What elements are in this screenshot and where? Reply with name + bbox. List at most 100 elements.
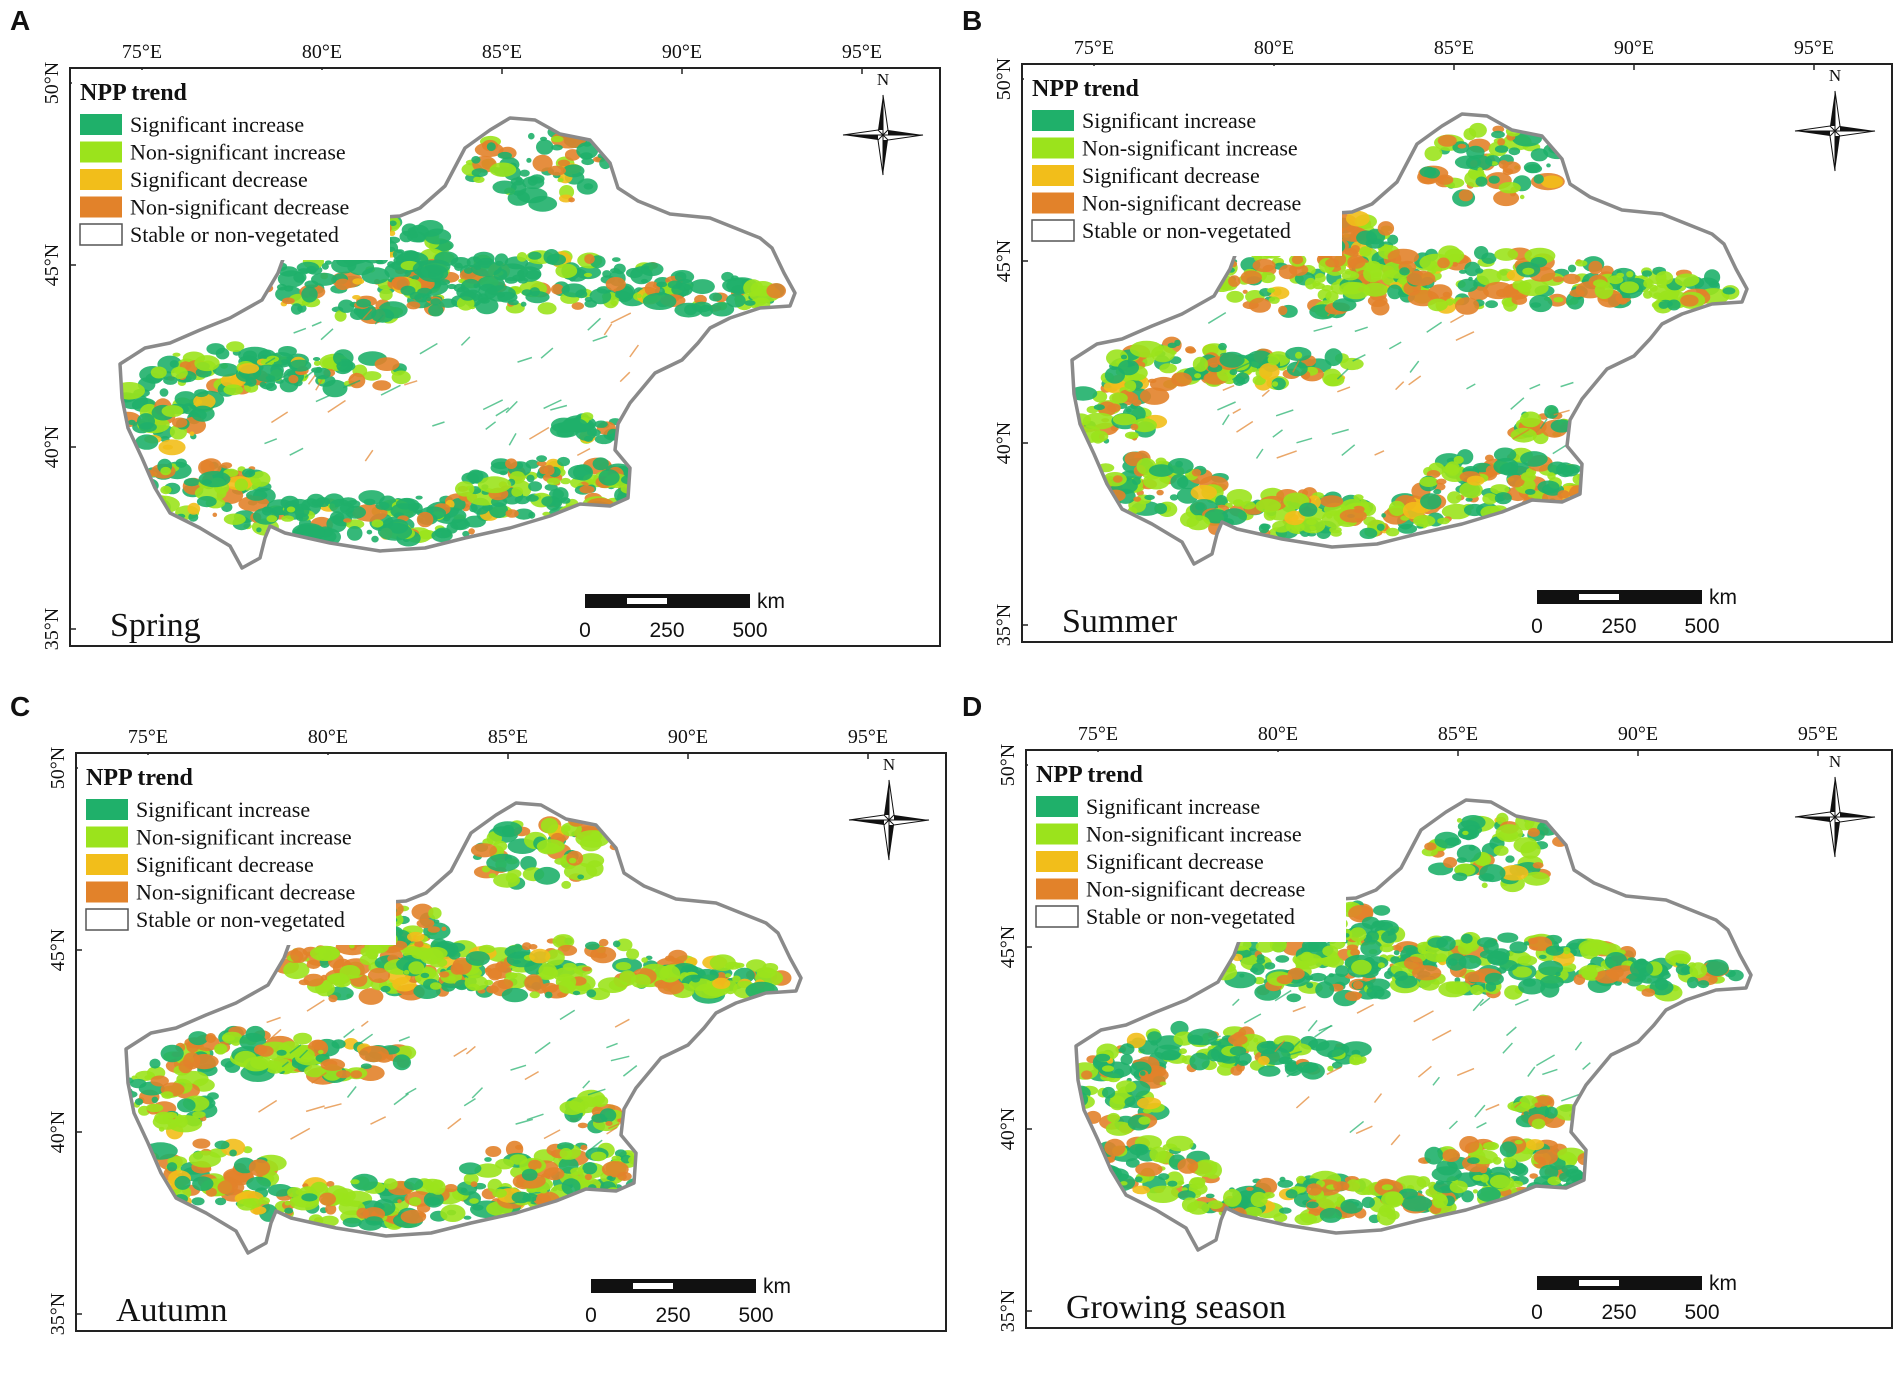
npp-cell bbox=[519, 169, 530, 177]
legend-title: NPP trend bbox=[1036, 762, 1144, 788]
npp-cell bbox=[1506, 1026, 1517, 1037]
npp-cell bbox=[1377, 221, 1395, 236]
npp-cell bbox=[350, 1179, 360, 1185]
npp-cell bbox=[1395, 381, 1405, 391]
npp-cell bbox=[448, 950, 461, 960]
npp-cell bbox=[198, 471, 231, 488]
npp-cell bbox=[1347, 255, 1366, 269]
npp-cell bbox=[1413, 515, 1436, 527]
npp-cell bbox=[370, 1116, 387, 1125]
npp-cell bbox=[1552, 276, 1564, 283]
npp-cell bbox=[440, 1204, 466, 1222]
npp-cell bbox=[246, 489, 268, 501]
npp-cell bbox=[1321, 510, 1346, 528]
npp-cell bbox=[550, 135, 564, 143]
npp-cell bbox=[1481, 882, 1488, 889]
npp-cell bbox=[1331, 428, 1349, 435]
npp-cell bbox=[1221, 508, 1247, 525]
npp-cell bbox=[766, 283, 786, 299]
npp-cell bbox=[1550, 419, 1573, 433]
npp-cell bbox=[1525, 1139, 1545, 1151]
npp-cell bbox=[191, 405, 215, 422]
npp-cell bbox=[592, 457, 609, 471]
npp-cell bbox=[1387, 248, 1419, 265]
scale-tick-label: 0 bbox=[1531, 615, 1543, 638]
npp-cell bbox=[1298, 502, 1318, 517]
npp-cell bbox=[521, 942, 532, 951]
npp-cell bbox=[252, 364, 284, 383]
npp-cell bbox=[581, 966, 592, 972]
npp-cell bbox=[484, 979, 493, 986]
npp-cell bbox=[1433, 489, 1442, 495]
npp-cell bbox=[342, 1217, 362, 1228]
npp-cell bbox=[526, 157, 532, 163]
npp-cell bbox=[605, 277, 626, 292]
lat-tick-label: 40°N bbox=[47, 1111, 69, 1153]
npp-cell bbox=[367, 967, 391, 983]
npp-cell bbox=[450, 963, 464, 975]
north-label: N bbox=[883, 755, 895, 774]
npp-cell bbox=[432, 421, 445, 427]
npp-cell bbox=[245, 377, 257, 387]
npp-cell bbox=[301, 286, 318, 303]
npp-cell bbox=[689, 279, 715, 295]
npp-cell bbox=[1393, 950, 1400, 956]
npp-cell bbox=[304, 280, 319, 289]
npp-cell bbox=[1274, 989, 1292, 1002]
npp-cell bbox=[1641, 988, 1656, 997]
npp-cell bbox=[587, 317, 602, 331]
lon-tick-label: 80°E bbox=[1254, 37, 1294, 59]
npp-cell bbox=[1230, 1066, 1243, 1076]
npp-cell bbox=[540, 347, 554, 359]
npp-cell bbox=[309, 945, 341, 962]
npp-cell bbox=[420, 972, 430, 978]
npp-cell bbox=[444, 1184, 458, 1193]
npp-cell bbox=[471, 156, 481, 164]
npp-cell bbox=[283, 961, 310, 980]
npp-cell bbox=[1424, 842, 1437, 851]
npp-cell bbox=[1408, 375, 1422, 386]
npp-cell bbox=[151, 1096, 158, 1103]
npp-cell bbox=[1448, 1120, 1458, 1130]
legend-label: Non-significant decrease bbox=[1082, 191, 1301, 216]
npp-cell bbox=[1332, 298, 1357, 312]
npp-cell bbox=[543, 1167, 565, 1181]
npp-cell bbox=[1166, 1135, 1194, 1152]
npp-cell bbox=[1377, 962, 1385, 968]
npp-cell bbox=[1529, 383, 1541, 390]
npp-cell bbox=[1442, 1149, 1460, 1162]
npp-cell bbox=[1419, 166, 1437, 178]
npp-cell bbox=[1520, 471, 1536, 482]
npp-cell bbox=[1272, 520, 1292, 533]
npp-cell bbox=[1629, 959, 1654, 978]
npp-cell bbox=[474, 1163, 502, 1178]
npp-cell bbox=[1523, 161, 1541, 173]
npp-cell bbox=[371, 535, 379, 543]
npp-cell bbox=[1271, 381, 1279, 387]
npp-cell bbox=[577, 874, 585, 880]
npp-cell bbox=[1275, 409, 1294, 417]
npp-cell bbox=[1545, 945, 1564, 956]
npp-cell bbox=[605, 1121, 613, 1126]
npp-cell bbox=[360, 1020, 369, 1027]
npp-cell bbox=[536, 460, 547, 467]
npp-cell bbox=[1379, 944, 1394, 953]
npp-cell bbox=[284, 1207, 294, 1214]
npp-cell bbox=[547, 165, 566, 176]
npp-cell bbox=[282, 297, 295, 305]
npp-cell bbox=[463, 1097, 476, 1107]
npp-cell bbox=[1219, 351, 1245, 368]
legend-label: Significant increase bbox=[136, 797, 310, 822]
npp-cell bbox=[1424, 1146, 1444, 1165]
npp-cell bbox=[1520, 411, 1542, 428]
north-label: N bbox=[1829, 752, 1841, 771]
npp-cell bbox=[1533, 174, 1544, 184]
npp-cell bbox=[1333, 1181, 1350, 1191]
npp-cell bbox=[1436, 478, 1447, 485]
npp-cell bbox=[301, 1193, 318, 1202]
npp-cell bbox=[602, 270, 612, 278]
npp-cell bbox=[1146, 1185, 1180, 1203]
npp-cell bbox=[1340, 357, 1364, 371]
npp-cell bbox=[281, 359, 288, 364]
npp-cell bbox=[149, 1058, 161, 1069]
